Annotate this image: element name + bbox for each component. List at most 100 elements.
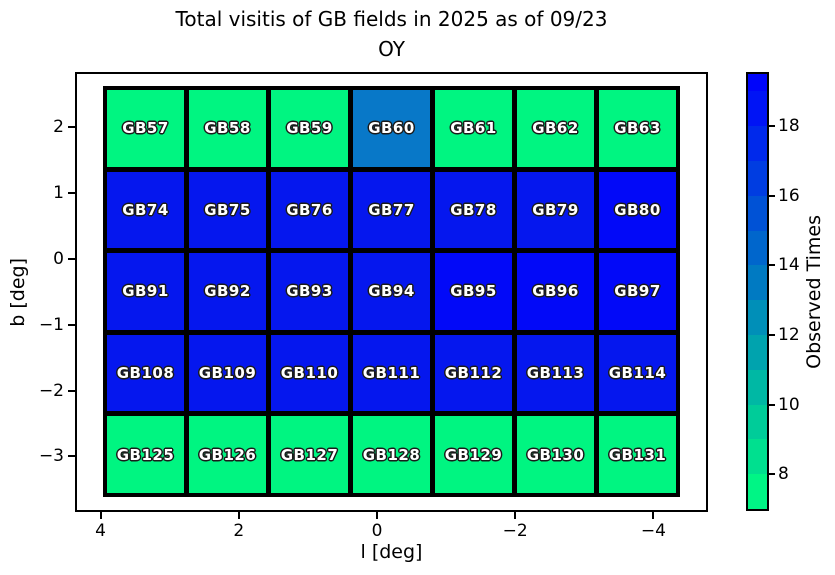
x-tick-mark	[652, 512, 655, 519]
field-label: GB126	[198, 445, 257, 464]
field-label: GB109	[198, 364, 257, 383]
y-tick-label: −1	[38, 314, 64, 335]
field-label: GB78	[450, 200, 497, 219]
colorbar-step	[748, 334, 767, 370]
x-axis-label: l [deg]	[360, 541, 423, 563]
field-cell-GB125: GB125	[107, 416, 184, 493]
field-cell-GB97: GB97	[599, 253, 676, 330]
colorbar	[746, 72, 769, 511]
field-cell-GB62: GB62	[517, 90, 594, 167]
x-tick-label: −4	[640, 521, 666, 541]
y-tick-label: 2	[53, 117, 64, 138]
colorbar-step	[748, 74, 767, 92]
field-cell-GB112: GB112	[435, 334, 512, 412]
field-cell-GB80: GB80	[599, 171, 676, 249]
field-label: GB57	[122, 119, 169, 138]
field-cell-GB129: GB129	[435, 416, 512, 493]
x-tick-mark	[514, 512, 517, 519]
y-tick-mark	[68, 192, 75, 195]
field-cell-GB127: GB127	[271, 416, 348, 493]
field-cell-GB114: GB114	[599, 334, 676, 412]
field-cell-GB77: GB77	[353, 171, 430, 249]
field-cell-GB91: GB91	[107, 253, 184, 330]
colorbar-tick-mark	[769, 334, 775, 336]
field-label: GB125	[116, 445, 175, 464]
field-label: GB112	[444, 364, 503, 383]
x-tick-label: 2	[233, 521, 245, 541]
colorbar-tick-mark	[769, 264, 775, 267]
x-tick-mark	[376, 512, 378, 519]
field-cell-GB131: GB131	[599, 416, 676, 493]
field-label: GB108	[116, 364, 175, 383]
field-cell-GB57: GB57	[107, 90, 184, 167]
colorbar-step	[748, 161, 767, 196]
field-label: GB74	[122, 200, 169, 219]
field-cell-GB92: GB92	[189, 253, 266, 330]
y-tick-label: 0	[53, 249, 64, 269]
y-tick-label: 1	[53, 183, 64, 204]
field-label: GB96	[532, 282, 579, 301]
field-label: GB75	[204, 200, 251, 219]
field-cell-GB109: GB109	[189, 334, 266, 412]
y-tick-mark	[68, 126, 75, 129]
colorbar-step	[748, 265, 767, 301]
colorbar-tick-label: 16	[778, 185, 800, 206]
field-label: GB92	[204, 282, 251, 301]
colorbar-tick-label: 12	[778, 325, 800, 345]
field-label: GB127	[280, 445, 339, 464]
field-cell-GB63: GB63	[599, 90, 676, 167]
field-label: GB114	[608, 364, 667, 383]
field-cell-GB75: GB75	[189, 171, 266, 249]
colorbar-step	[748, 195, 767, 231]
colorbar-label: Observed Times	[800, 72, 828, 511]
field-label: GB63	[614, 119, 661, 138]
field-label: GB77	[368, 200, 415, 219]
x-tick-mark	[237, 512, 240, 519]
field-label: GB129	[444, 445, 503, 464]
field-label: GB95	[450, 282, 497, 301]
field-label: GB110	[280, 364, 339, 383]
heatmap-grid: GB57 GB58 GB59 GB60 GB61 GB62 GB63 GB74 GB75 GB76…	[103, 86, 680, 497]
x-tick-label: −2	[502, 521, 528, 541]
field-cell-GB76: GB76	[271, 171, 348, 249]
field-cell-GB113: GB113	[517, 334, 594, 412]
x-tick-label: 0	[371, 521, 383, 541]
field-label: GB91	[122, 282, 169, 301]
field-cell-GB96: GB96	[517, 253, 594, 330]
colorbar-step	[748, 126, 767, 161]
y-tick-label: −3	[38, 446, 64, 467]
colorbar-tick-label: 8	[778, 464, 789, 485]
colorbar-tick-label: 18	[778, 116, 800, 137]
field-label: GB61	[450, 119, 497, 138]
field-cell-GB94: GB94	[353, 253, 430, 330]
field-cell-GB78: GB78	[435, 171, 512, 249]
colorbar-tick-mark	[769, 125, 775, 128]
field-cell-GB126: GB126	[189, 416, 266, 493]
colorbar-step	[748, 300, 767, 335]
field-label: GB128	[362, 445, 421, 464]
field-cell-GB108: GB108	[107, 334, 184, 412]
colorbar-step	[748, 439, 767, 475]
field-cell-GB59: GB59	[271, 90, 348, 167]
field-label: GB62	[532, 119, 579, 138]
field-label: GB94	[368, 282, 415, 301]
field-label: GB97	[614, 282, 661, 301]
y-tick-label: −2	[38, 380, 64, 401]
field-label: GB130	[526, 445, 585, 464]
field-label: GB76	[286, 200, 333, 219]
field-label: GB59	[286, 119, 333, 138]
y-tick-mark	[68, 323, 75, 326]
y-tick-mark	[68, 258, 75, 260]
chart-title-line2: OY	[378, 37, 405, 61]
y-tick-mark	[68, 389, 75, 392]
field-cell-GB58: GB58	[189, 90, 266, 167]
colorbar-tick-mark	[769, 473, 775, 476]
field-label: GB80	[614, 200, 661, 219]
colorbar-step	[748, 474, 767, 509]
colorbar-step	[748, 404, 767, 440]
field-cell-GB128: GB128	[353, 416, 430, 493]
field-cell-GB61: GB61	[435, 90, 512, 167]
chart-title-line1: Total visitis of GB fields in 2025 as of…	[175, 7, 608, 31]
field-cell-GB130: GB130	[517, 416, 594, 493]
